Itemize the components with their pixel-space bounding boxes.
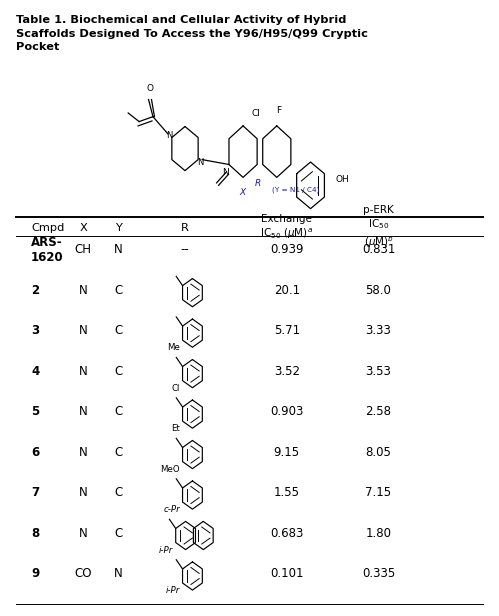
Text: Y: Y [115,222,121,233]
Text: Table 1. Biochemical and Cellular Activity of Hybrid
Scaffolds Designed To Acces: Table 1. Biochemical and Cellular Activi… [16,15,368,52]
Text: N: N [79,445,88,458]
Text: N: N [79,365,88,378]
Text: 20.1: 20.1 [273,284,300,297]
Text: 1.80: 1.80 [366,527,392,540]
Text: C: C [114,365,122,378]
Text: C: C [114,284,122,297]
Text: c-Pr: c-Pr [164,505,180,514]
Text: C: C [114,445,122,458]
Text: N: N [79,284,88,297]
Text: Exchange
IC$_{50}$ ($\mu$M)$^{a}$: Exchange IC$_{50}$ ($\mu$M)$^{a}$ [260,214,313,241]
Text: 0.831: 0.831 [362,243,395,256]
Text: N: N [197,158,203,167]
Text: N: N [79,324,88,337]
Text: 5: 5 [31,405,39,418]
Text: --: -- [181,243,189,256]
Text: 1.55: 1.55 [274,486,300,499]
Text: Cl: Cl [172,384,180,393]
Text: 2: 2 [31,284,39,297]
Text: N: N [79,527,88,540]
Text: R: R [181,222,189,233]
Text: Cmpd: Cmpd [31,222,64,233]
Text: X: X [239,188,245,197]
Text: OH: OH [335,175,349,184]
Text: C: C [114,527,122,540]
Text: 0.335: 0.335 [362,567,395,580]
Text: C: C [114,324,122,337]
Text: R: R [255,179,261,188]
Text: 5.71: 5.71 [273,324,300,337]
Text: N: N [114,567,122,580]
Text: N: N [79,486,88,499]
Text: i-Pr: i-Pr [166,586,180,595]
Text: N: N [114,243,122,256]
Text: 9: 9 [31,567,39,580]
Text: O: O [147,84,154,94]
Text: p-ERK
IC$_{50}$
($\mu$M)$^{b}$: p-ERK IC$_{50}$ ($\mu$M)$^{b}$ [363,205,394,250]
Text: CO: CO [74,567,92,580]
Text: N: N [222,168,229,177]
Text: 58.0: 58.0 [366,284,391,297]
Text: C: C [114,486,122,499]
Text: 7: 7 [31,486,39,499]
Text: MeO: MeO [161,464,180,474]
Text: Et: Et [171,424,180,433]
Text: F: F [276,106,281,115]
Text: 6: 6 [31,445,39,458]
Text: 4: 4 [31,365,39,378]
Text: (Y = N1 / C4): (Y = N1 / C4) [272,187,319,193]
Text: 3.52: 3.52 [274,365,300,378]
Text: Cl: Cl [251,109,260,118]
Text: C: C [114,405,122,418]
Text: 9.15: 9.15 [273,445,300,458]
Text: N: N [166,131,173,140]
Text: 0.683: 0.683 [270,527,303,540]
Text: 3.33: 3.33 [366,324,391,337]
Text: Me: Me [167,343,180,352]
Text: 7.15: 7.15 [365,486,392,499]
Text: 2.58: 2.58 [366,405,392,418]
Text: 8.05: 8.05 [366,445,391,458]
Text: 3.53: 3.53 [366,365,391,378]
Text: 0.903: 0.903 [270,405,303,418]
Text: 0.939: 0.939 [270,243,303,256]
Text: 8: 8 [31,527,39,540]
Text: ARS-
1620: ARS- 1620 [31,236,64,264]
Text: X: X [79,222,87,233]
Text: N: N [79,405,88,418]
Text: 3: 3 [31,324,39,337]
Text: CH: CH [75,243,92,256]
Text: i-Pr: i-Pr [159,546,173,554]
Text: 0.101: 0.101 [270,567,303,580]
